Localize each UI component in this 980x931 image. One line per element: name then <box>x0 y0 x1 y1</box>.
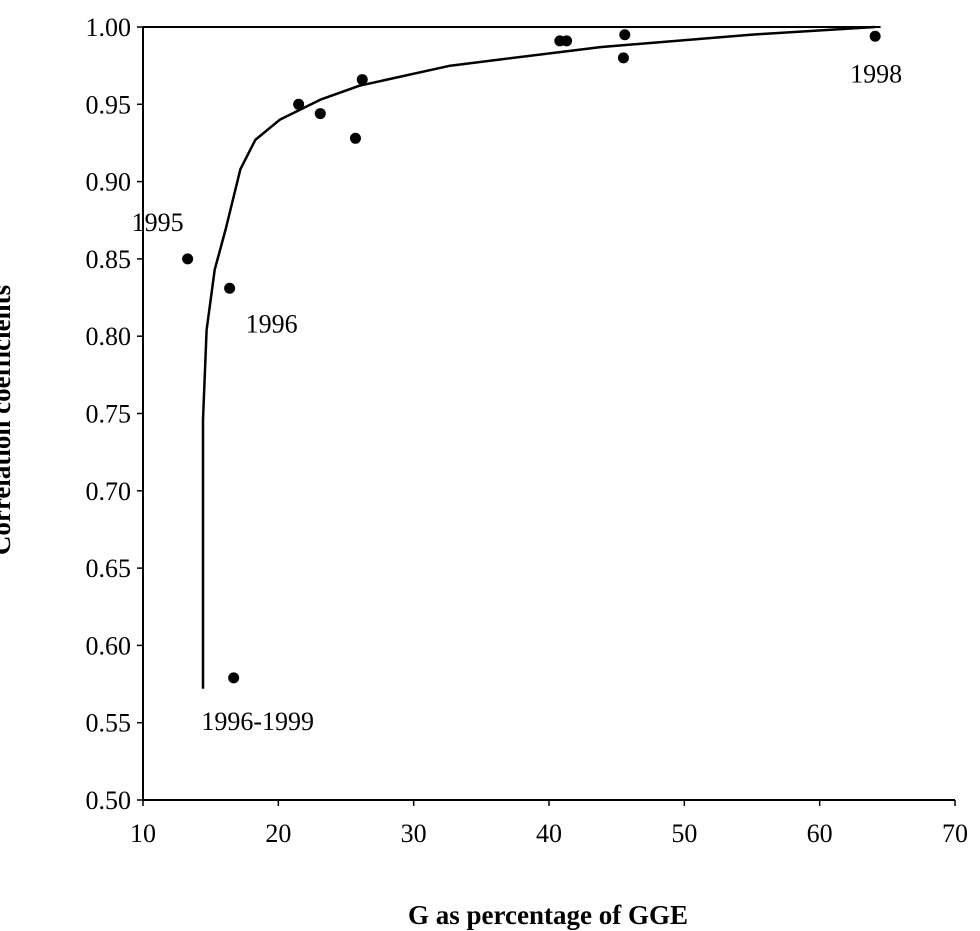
data-point <box>224 282 236 294</box>
data-point <box>349 132 361 144</box>
point-label: 1996-1999 <box>201 707 314 736</box>
x-tick-label: 50 <box>671 819 697 848</box>
x-axis-label: G as percentage of GGE <box>408 900 688 930</box>
y-tick-label: 0.65 <box>86 554 132 583</box>
x-tick-label: 30 <box>401 819 427 848</box>
point-label: 1996 <box>246 309 298 338</box>
y-tick-label: 0.85 <box>86 245 132 274</box>
point-label: 1995 <box>132 208 184 237</box>
data-point <box>314 108 326 120</box>
fit-curve <box>201 25 876 689</box>
data-point <box>617 52 629 64</box>
x-tick-label: 20 <box>265 819 291 848</box>
axes: 10 20 30 40 50 60 70 0.50 0.55 0.60 0.65 0.70 0.75 0.… <box>86 13 969 848</box>
y-tick-label: 0.55 <box>86 709 132 738</box>
x-tick-label: 60 <box>807 819 833 848</box>
data-point <box>619 29 631 41</box>
fit-curve-layer <box>201 25 876 689</box>
y-tick-label: 0.70 <box>86 477 132 506</box>
y-tick-label: 0.50 <box>86 786 132 815</box>
data-point <box>293 98 305 110</box>
data-point <box>869 30 881 42</box>
data-point <box>356 74 368 86</box>
y-tick-label: 0.90 <box>86 168 132 197</box>
y-tick-label: 1.00 <box>86 13 132 42</box>
data-point <box>182 253 194 265</box>
y-tick-label: 0.95 <box>86 90 132 119</box>
x-tick-label: 10 <box>130 819 156 848</box>
y-tick-label: 0.60 <box>86 631 132 660</box>
y-tick-label: 0.75 <box>86 400 132 429</box>
data-point <box>228 672 240 684</box>
point-label: 1998 <box>850 59 902 88</box>
y-axis-label: Correlation coefficients <box>0 285 16 555</box>
data-point <box>561 35 573 47</box>
y-tick-label: 0.80 <box>86 322 132 351</box>
points-layer: 1995 1996 1996-1999 1998 <box>132 29 902 736</box>
x-tick-label: 40 <box>536 819 562 848</box>
x-tick-label: 70 <box>942 819 968 848</box>
